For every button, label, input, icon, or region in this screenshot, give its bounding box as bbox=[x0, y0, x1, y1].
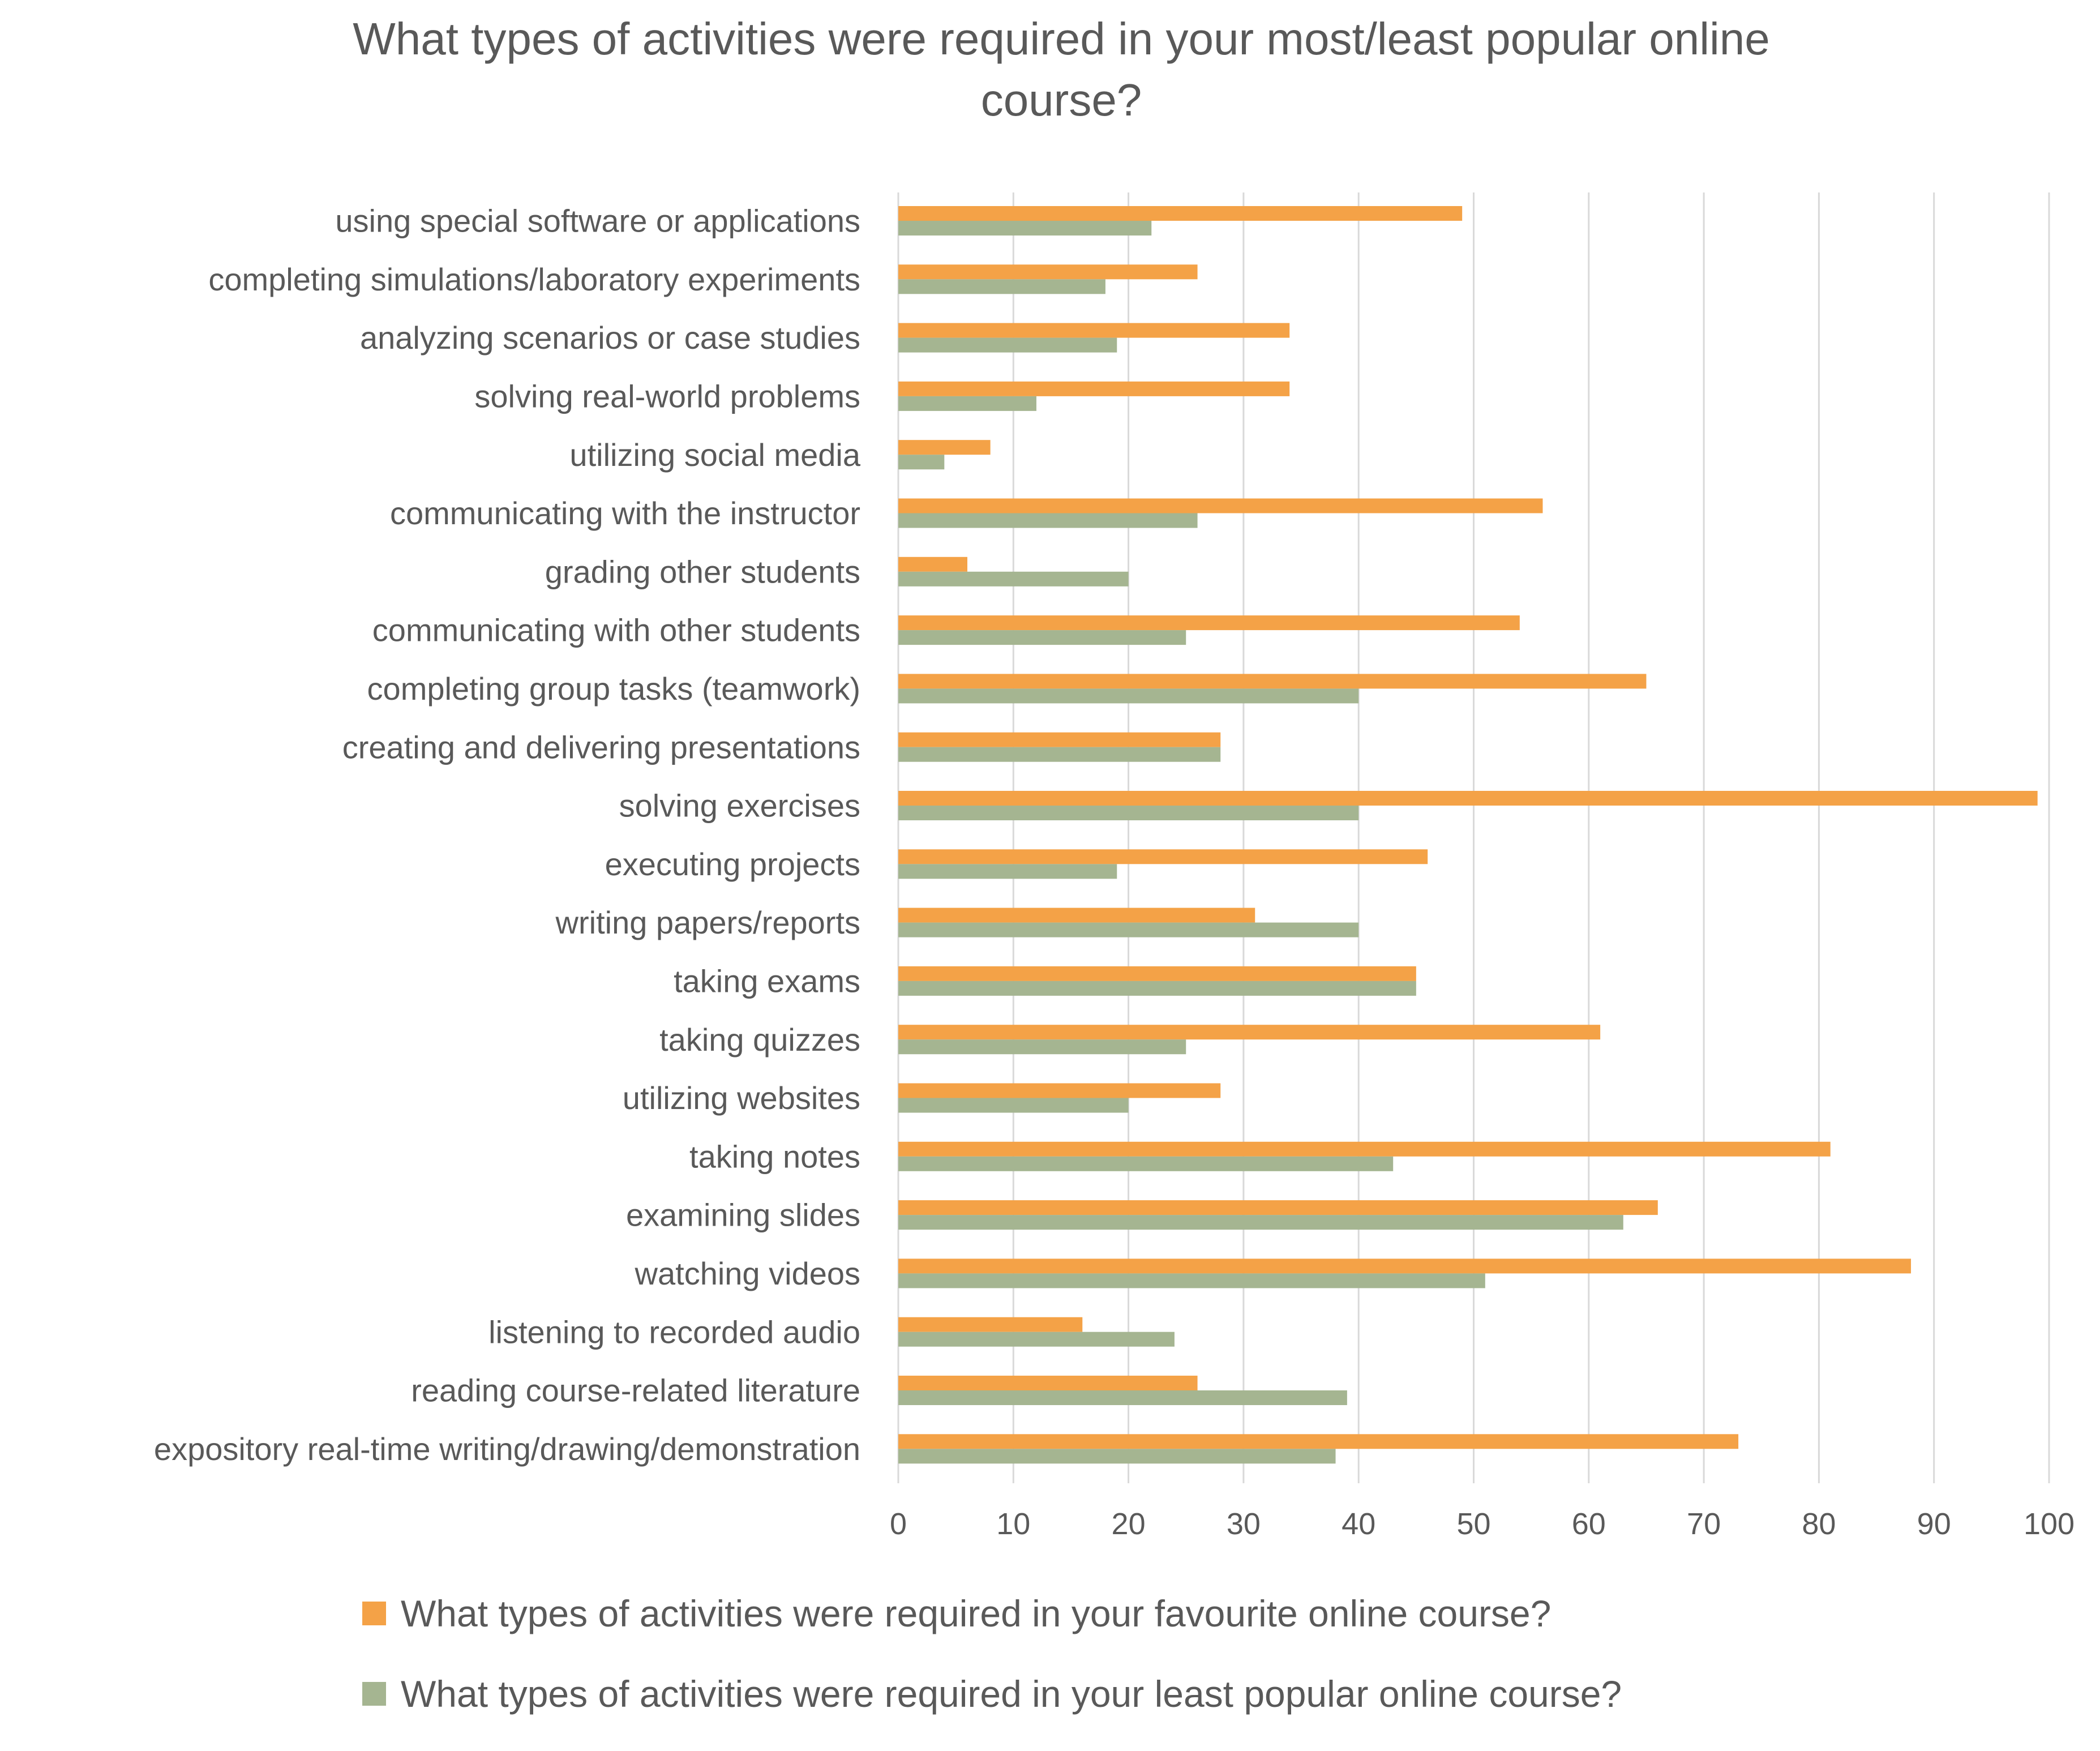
legend-label: What types of activities were required i… bbox=[401, 1592, 1551, 1634]
bar-favourite bbox=[898, 1141, 1831, 1157]
category-label: communicating with the instructor bbox=[390, 495, 860, 531]
category-label: taking exams bbox=[674, 964, 860, 999]
bar-least-popular bbox=[898, 337, 1117, 353]
bar-least-popular bbox=[898, 396, 1036, 411]
bar-favourite bbox=[898, 264, 1198, 280]
category-label: analyzing scenarios or case studies bbox=[360, 320, 860, 356]
bar-least-popular bbox=[898, 981, 1416, 996]
category-label: creating and delivering presentations bbox=[342, 729, 860, 765]
category-label: grading other students bbox=[545, 554, 860, 589]
bar-least-popular bbox=[898, 279, 1105, 294]
category-label: completing simulations/laboratory experi… bbox=[208, 262, 860, 297]
bar-least-popular bbox=[898, 1390, 1347, 1405]
category-label: executing projects bbox=[605, 846, 860, 882]
category-labels: using special software or applications co… bbox=[154, 203, 861, 1467]
bar-favourite bbox=[898, 381, 1290, 396]
bar-least-popular bbox=[898, 922, 1359, 937]
bar-favourite bbox=[898, 1317, 1083, 1332]
bar-least-popular bbox=[898, 221, 1152, 236]
bar-favourite bbox=[898, 1025, 1601, 1040]
legend-swatch bbox=[362, 1602, 386, 1625]
bar-favourite bbox=[898, 849, 1428, 864]
bar-least-popular bbox=[898, 1039, 1186, 1055]
category-label: taking quizzes bbox=[659, 1022, 860, 1058]
bar-favourite bbox=[898, 1434, 1739, 1449]
bar-least-popular bbox=[898, 806, 1359, 820]
category-label: expository real-time writing/drawing/dem… bbox=[154, 1431, 860, 1467]
bar-favourite bbox=[898, 323, 1290, 338]
x-tick-label: 70 bbox=[1687, 1507, 1721, 1541]
bar-least-popular bbox=[898, 455, 945, 470]
bars bbox=[898, 206, 2038, 1464]
category-label: taking notes bbox=[689, 1138, 860, 1174]
bar-favourite bbox=[898, 674, 1647, 689]
bar-favourite bbox=[898, 1200, 1658, 1215]
x-tick-label: 100 bbox=[2024, 1507, 2075, 1541]
chart-title-line: course? bbox=[981, 75, 1142, 125]
bar-least-popular bbox=[898, 1273, 1485, 1288]
bar-favourite bbox=[898, 1258, 1912, 1274]
bar-least-popular bbox=[898, 630, 1186, 645]
bar-favourite bbox=[898, 907, 1255, 923]
bar-least-popular bbox=[898, 1332, 1175, 1347]
bar-favourite bbox=[898, 732, 1221, 747]
bar-favourite bbox=[898, 1083, 1221, 1098]
category-label: watching videos bbox=[635, 1256, 860, 1291]
bar-least-popular bbox=[898, 1156, 1394, 1171]
chart-title-line: What types of activities were required i… bbox=[353, 14, 1769, 64]
bar-least-popular bbox=[898, 688, 1359, 704]
bar-favourite bbox=[898, 440, 991, 455]
x-tick-label: 60 bbox=[1572, 1507, 1606, 1541]
bar-favourite bbox=[898, 206, 1463, 221]
bar-least-popular bbox=[898, 1215, 1623, 1230]
bar-least-popular bbox=[898, 747, 1221, 762]
category-label: reading course-related literature bbox=[411, 1373, 860, 1408]
x-tick-label: 0 bbox=[890, 1507, 907, 1541]
x-tick-label: 90 bbox=[1917, 1507, 1951, 1541]
x-tick-label: 20 bbox=[1112, 1507, 1146, 1541]
legend-label: What types of activities were required i… bbox=[401, 1673, 1622, 1715]
x-tick-label: 50 bbox=[1456, 1507, 1490, 1541]
category-label: utilizing social media bbox=[569, 437, 860, 473]
category-label: examining slides bbox=[626, 1197, 860, 1233]
bar-least-popular bbox=[898, 1098, 1129, 1113]
chart-title: What types of activities were required i… bbox=[353, 14, 1769, 125]
bar-favourite bbox=[898, 1376, 1198, 1390]
category-label: solving exercises bbox=[619, 788, 860, 824]
category-label: completing group tasks (teamwork) bbox=[367, 671, 860, 707]
bar-favourite bbox=[898, 791, 2038, 806]
x-axis-ticks: 0 10 20 30 40 50 60 70 80 90 100 bbox=[890, 1507, 2075, 1541]
bar-least-popular bbox=[898, 864, 1117, 879]
bar-least-popular bbox=[898, 1449, 1336, 1464]
x-tick-label: 30 bbox=[1227, 1507, 1261, 1541]
legend-swatch bbox=[362, 1682, 386, 1706]
x-tick-label: 10 bbox=[996, 1507, 1030, 1541]
category-label: writing papers/reports bbox=[555, 905, 860, 940]
category-label: solving real-world problems bbox=[474, 379, 860, 414]
category-label: listening to recorded audio bbox=[488, 1314, 860, 1350]
bar-favourite bbox=[898, 966, 1416, 981]
bar-least-popular bbox=[898, 513, 1198, 528]
bar-favourite bbox=[898, 498, 1543, 513]
category-label: utilizing websites bbox=[623, 1080, 860, 1116]
category-label: communicating with other students bbox=[372, 613, 860, 648]
bar-least-popular bbox=[898, 571, 1129, 586]
bar-favourite bbox=[898, 556, 967, 572]
x-tick-label: 80 bbox=[1802, 1507, 1836, 1541]
legend: What types of activities were required i… bbox=[362, 1592, 1622, 1715]
x-tick-label: 40 bbox=[1342, 1507, 1375, 1541]
bar-favourite bbox=[898, 615, 1520, 631]
category-label: using special software or applications bbox=[335, 203, 860, 239]
